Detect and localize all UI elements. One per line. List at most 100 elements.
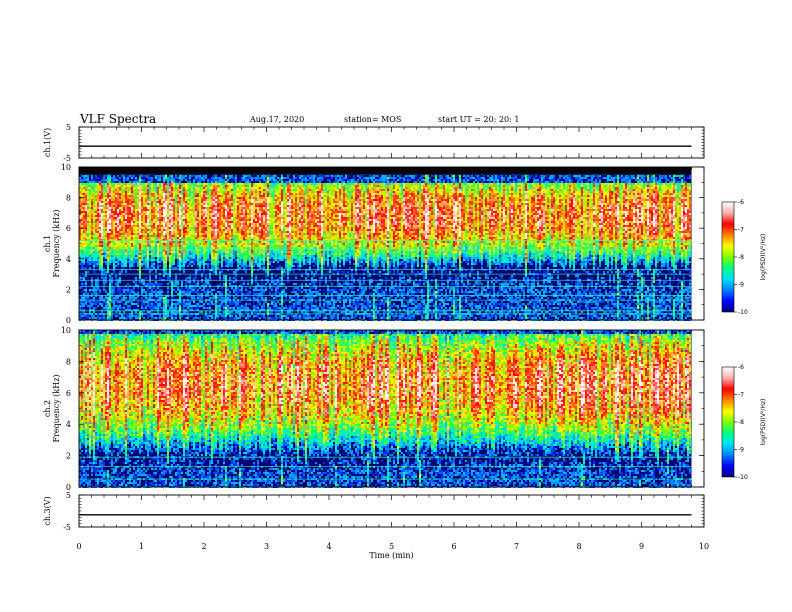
spectrogram-cell	[123, 235, 125, 237]
spectrogram-cell	[89, 251, 91, 253]
spectrogram-cell	[95, 237, 97, 239]
spectrogram-cell	[189, 263, 191, 265]
spectrogram-cell	[153, 195, 155, 197]
spectrogram-cell	[181, 193, 183, 195]
spectrogram-cell	[173, 219, 175, 221]
spectrogram-cell	[131, 215, 133, 217]
spectrogram-cell	[221, 253, 223, 255]
spectrogram-cell	[147, 213, 149, 215]
spectrogram-cell	[189, 187, 191, 189]
spectrogram-cell	[111, 317, 113, 319]
spectrogram-cell	[107, 231, 109, 233]
spectrogram-cell	[229, 225, 231, 227]
spectrogram-cell	[209, 307, 211, 309]
spectrogram-cell	[137, 227, 139, 229]
spectrogram-cell	[193, 235, 195, 237]
spectrogram-cell	[229, 281, 231, 283]
spectrogram-cell	[207, 183, 209, 185]
spectrogram-cell	[159, 291, 161, 293]
spectrogram-cell	[215, 211, 217, 213]
spectrogram-cell	[187, 311, 189, 313]
spectrogram-cell	[119, 177, 121, 179]
spectrogram-cell	[99, 233, 101, 235]
spectrogram-cell	[173, 261, 175, 263]
spectrogram-cell	[91, 175, 93, 177]
spectrogram-cell	[153, 239, 155, 241]
spectrogram-cell	[83, 235, 85, 237]
spectrogram-cell	[89, 305, 91, 307]
spectrogram-cell	[225, 211, 227, 213]
spectrogram-cell	[187, 237, 189, 239]
spectrogram-cell	[109, 253, 111, 255]
spectrogram-cell	[155, 189, 157, 191]
spectrogram-cell	[107, 233, 109, 235]
spectrogram-cell	[171, 261, 173, 263]
spectrogram-cell	[127, 257, 129, 259]
spectrogram-cell	[99, 263, 101, 265]
spectrogram-cell	[123, 257, 125, 259]
spectrogram-cell	[89, 199, 91, 201]
spectrogram-cell	[153, 191, 155, 193]
spectrogram-cell	[185, 233, 187, 235]
spectrogram-cell	[97, 257, 99, 259]
spectrogram-cell	[167, 189, 169, 191]
spectrogram-cell	[105, 307, 107, 309]
spectrogram-cell	[191, 259, 193, 261]
spectrogram-cell	[107, 257, 109, 259]
spectrogram-cell	[217, 203, 219, 205]
spectrogram-cell	[221, 267, 223, 269]
spectrogram-cell	[103, 281, 105, 283]
spectrogram-cell	[221, 207, 223, 209]
spectrogram-cell	[143, 307, 145, 309]
spectrogram-cell	[85, 187, 87, 189]
spectrogram-cell	[213, 269, 215, 271]
spectrogram-cell	[185, 283, 187, 285]
spectrogram-cell	[119, 195, 121, 197]
spectrogram-cell	[233, 215, 235, 217]
spectrogram-cell	[87, 203, 89, 205]
spectrogram-cell	[81, 189, 83, 191]
spectrogram-cell	[111, 259, 113, 261]
spectrogram-cell	[131, 303, 133, 305]
spectrogram-cell	[211, 211, 213, 213]
spectrogram-cell	[111, 311, 113, 313]
spectrogram-cell	[85, 301, 87, 303]
spectrogram-cell	[199, 189, 201, 191]
spectrogram-cell	[103, 231, 105, 233]
spectrogram-cell	[111, 241, 113, 243]
spectrogram-cell	[193, 287, 195, 289]
spectrogram-cell	[207, 233, 209, 235]
spectrogram-cell	[191, 305, 193, 307]
spectrogram-cell	[105, 175, 107, 177]
spectrogram-cell	[157, 241, 159, 243]
spectrogram-cell	[205, 253, 207, 255]
spectrogram-cell	[127, 179, 129, 181]
spectrogram-cell	[207, 195, 209, 197]
spectrogram-cell	[133, 239, 135, 241]
spectrogram-cell	[83, 205, 85, 207]
spectrogram-cell	[171, 293, 173, 295]
spectrogram-cell	[163, 185, 165, 187]
spectrogram-cell	[157, 233, 159, 235]
spectrogram-cell	[163, 195, 165, 197]
spectrogram-cell	[127, 185, 129, 187]
spectrogram-cell	[89, 233, 91, 235]
spectrogram-cell	[167, 223, 169, 225]
spectrogram-cell	[171, 215, 173, 217]
spectrogram-cell	[115, 261, 117, 263]
spectrogram-cell	[105, 225, 107, 227]
spectrogram-cell	[211, 309, 213, 311]
spectrogram-cell	[151, 231, 153, 233]
spectrogram-cell	[101, 215, 103, 217]
spectrogram-cell	[157, 253, 159, 255]
spectrogram-cell	[103, 229, 105, 231]
spectrogram-cell	[223, 223, 225, 225]
spectrogram-cell	[203, 267, 205, 269]
spectrogram-cell	[93, 229, 95, 231]
spectrogram-cell	[149, 203, 151, 205]
spectrogram-cell	[155, 283, 157, 285]
spectrogram-cell	[87, 209, 89, 211]
spectrogram-cell	[227, 175, 229, 177]
spectrogram-cell	[79, 245, 81, 247]
spectrogram-cell	[113, 255, 115, 257]
